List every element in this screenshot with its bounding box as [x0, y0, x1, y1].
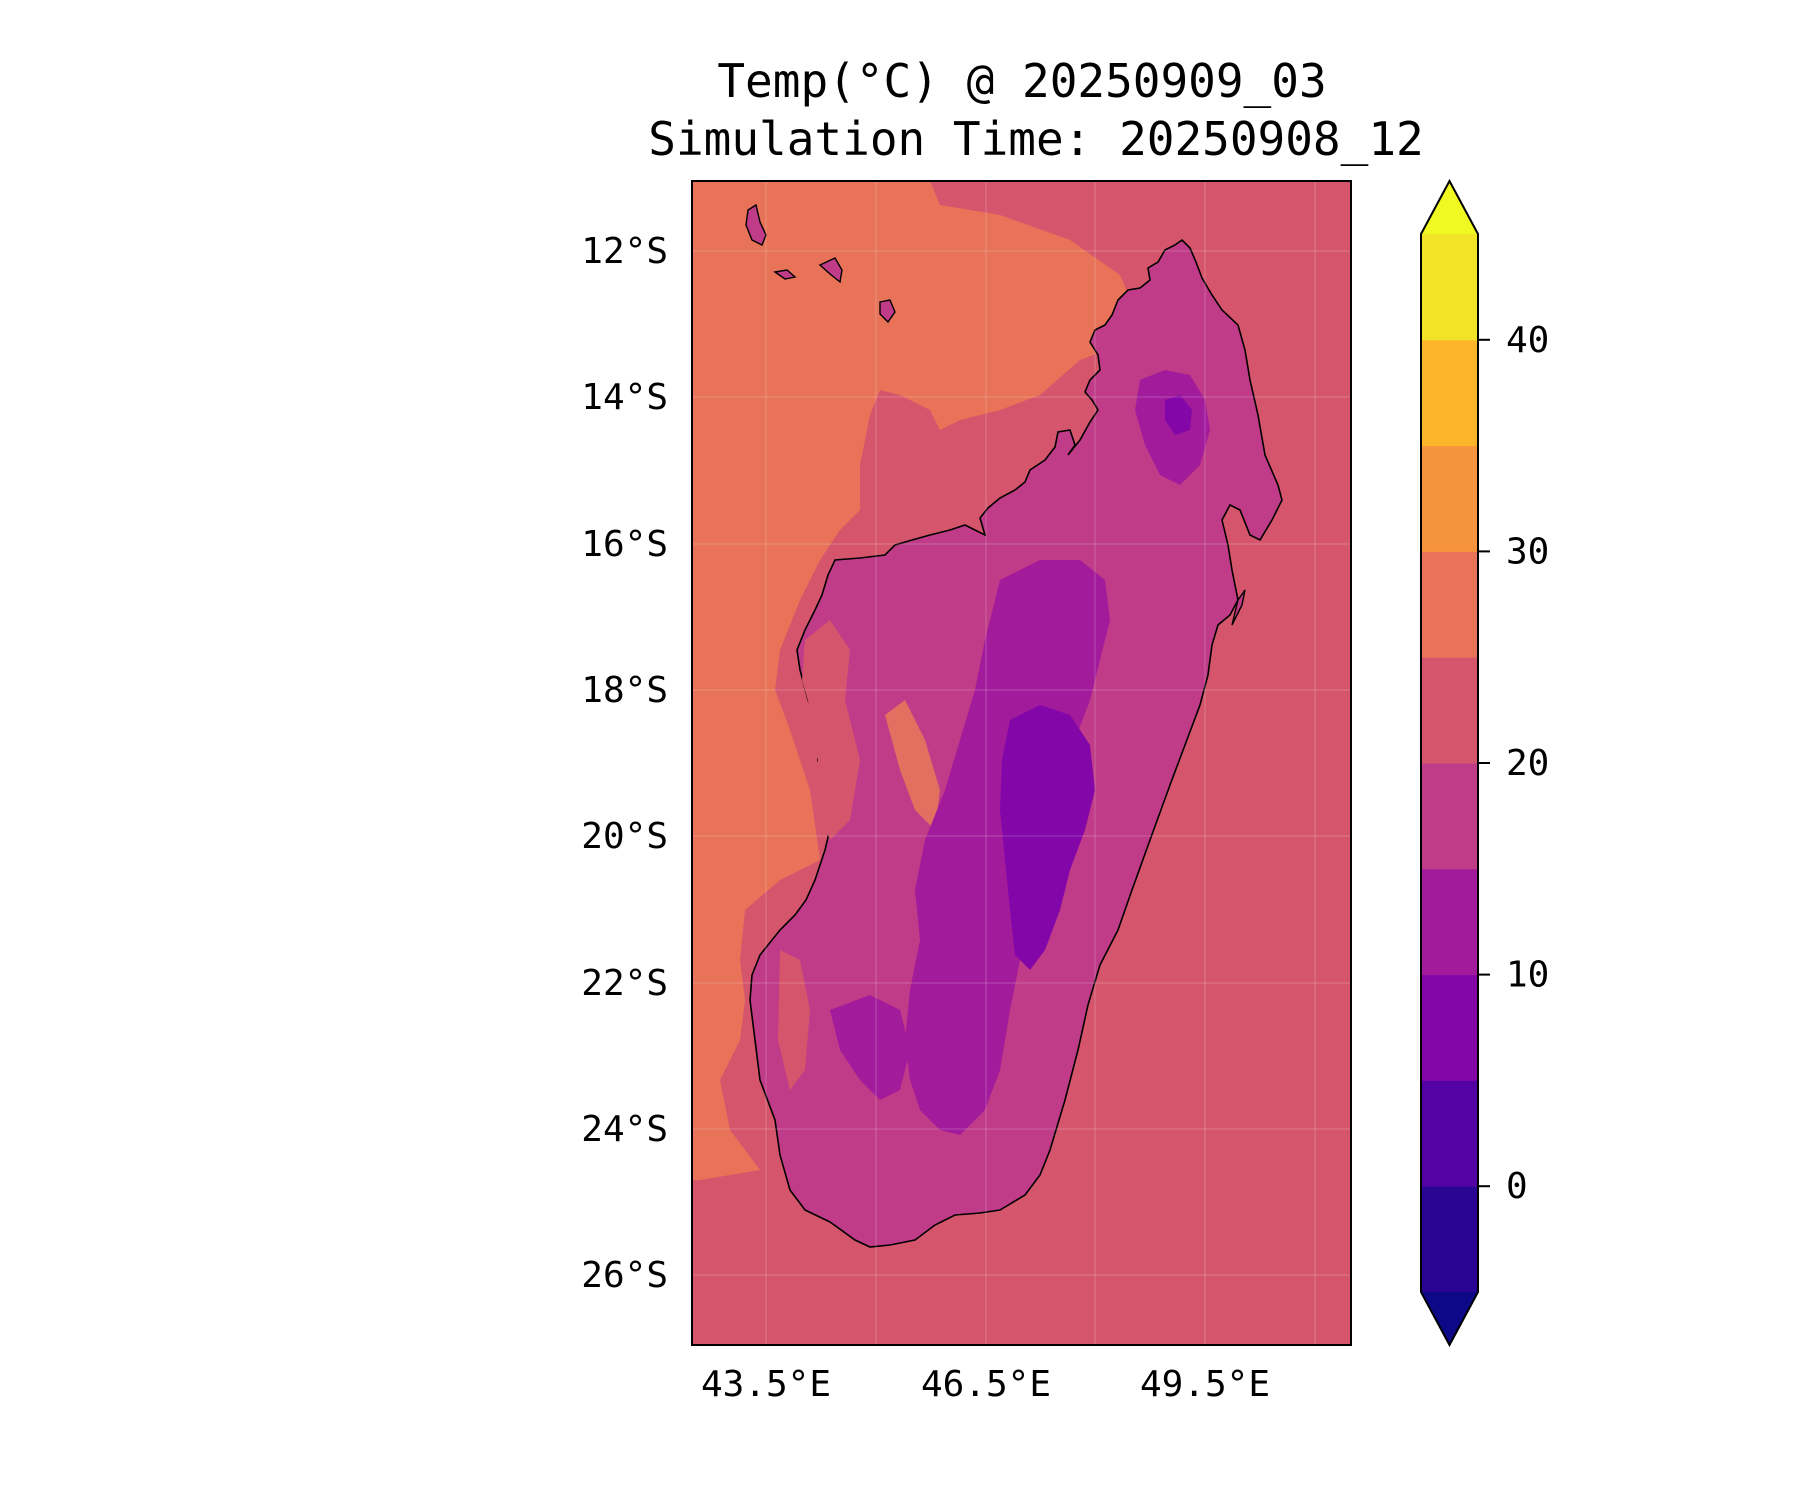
colorbar-band	[1421, 234, 1478, 341]
colorbar-tick-label: 0	[1506, 1166, 1528, 1207]
colorbar: 0 10 20 30 40	[1420, 178, 1549, 1348]
colorbar-band	[1421, 551, 1478, 658]
map-gridlines	[692, 181, 1351, 1345]
land-warm-patch	[885, 700, 940, 830]
colorbar-band	[1421, 1186, 1478, 1293]
island-small	[818, 257, 843, 284]
island-mayotte-area	[745, 203, 767, 246]
land-warm-patch	[802, 620, 860, 840]
colorbar-band	[1421, 974, 1478, 1081]
land-cold-core	[1000, 705, 1095, 970]
colorbar-over-extension	[1421, 181, 1478, 234]
lon-axis: 43.5°E 46.5°E 49.5°E	[701, 1364, 1270, 1405]
lat-tick-label: 20°S	[581, 816, 668, 857]
lat-tick-label: 16°S	[581, 524, 668, 565]
colorbar-band	[1421, 1080, 1478, 1187]
colorbar-under-extension	[1421, 1292, 1478, 1345]
colorbar-band	[1421, 339, 1478, 447]
lon-tick-label: 43.5°E	[701, 1364, 831, 1405]
lat-tick-label: 26°S	[581, 1255, 668, 1296]
sea-warm-region	[692, 181, 1135, 1180]
lat-tick-label: 18°S	[581, 670, 668, 711]
lat-tick-label: 12°S	[581, 231, 668, 272]
lon-tick-label: 49.5°E	[1140, 1364, 1270, 1405]
colorbar-tick-label: 40	[1506, 320, 1549, 361]
colorbar-tick-label: 20	[1506, 743, 1549, 784]
lat-tick-label: 24°S	[581, 1109, 668, 1150]
lat-axis: 12°S 14°S 16°S 18°S 20°S 22°S 24°S 26°S	[581, 231, 668, 1296]
island-east-sliver	[1231, 589, 1246, 626]
title-line-2: Simulation Time: 20250908_12	[648, 112, 1423, 166]
lon-tick-label: 46.5°E	[921, 1364, 1051, 1405]
land-cool-region-south	[830, 995, 910, 1100]
colorbar-tick-label: 30	[1506, 531, 1549, 572]
colorbar-band	[1421, 763, 1478, 870]
land-warm-patch	[778, 950, 810, 1090]
map-frame	[691, 180, 1352, 1346]
lat-tick-label: 22°S	[581, 963, 668, 1004]
lat-tick-label: 14°S	[581, 377, 668, 418]
colorbar-outline	[1420, 178, 1479, 1348]
colorbar-tick-label: 10	[1506, 955, 1549, 996]
map-panel	[692, 181, 1351, 1345]
island-small	[879, 299, 896, 324]
colorbar-band	[1421, 657, 1478, 764]
colorbar-band	[1421, 868, 1478, 976]
title-line-1: Temp(°C) @ 20250909_03	[717, 54, 1326, 108]
island-small	[773, 269, 797, 280]
colorbar-band	[1421, 445, 1478, 552]
land-cold-core-north	[1165, 395, 1192, 435]
